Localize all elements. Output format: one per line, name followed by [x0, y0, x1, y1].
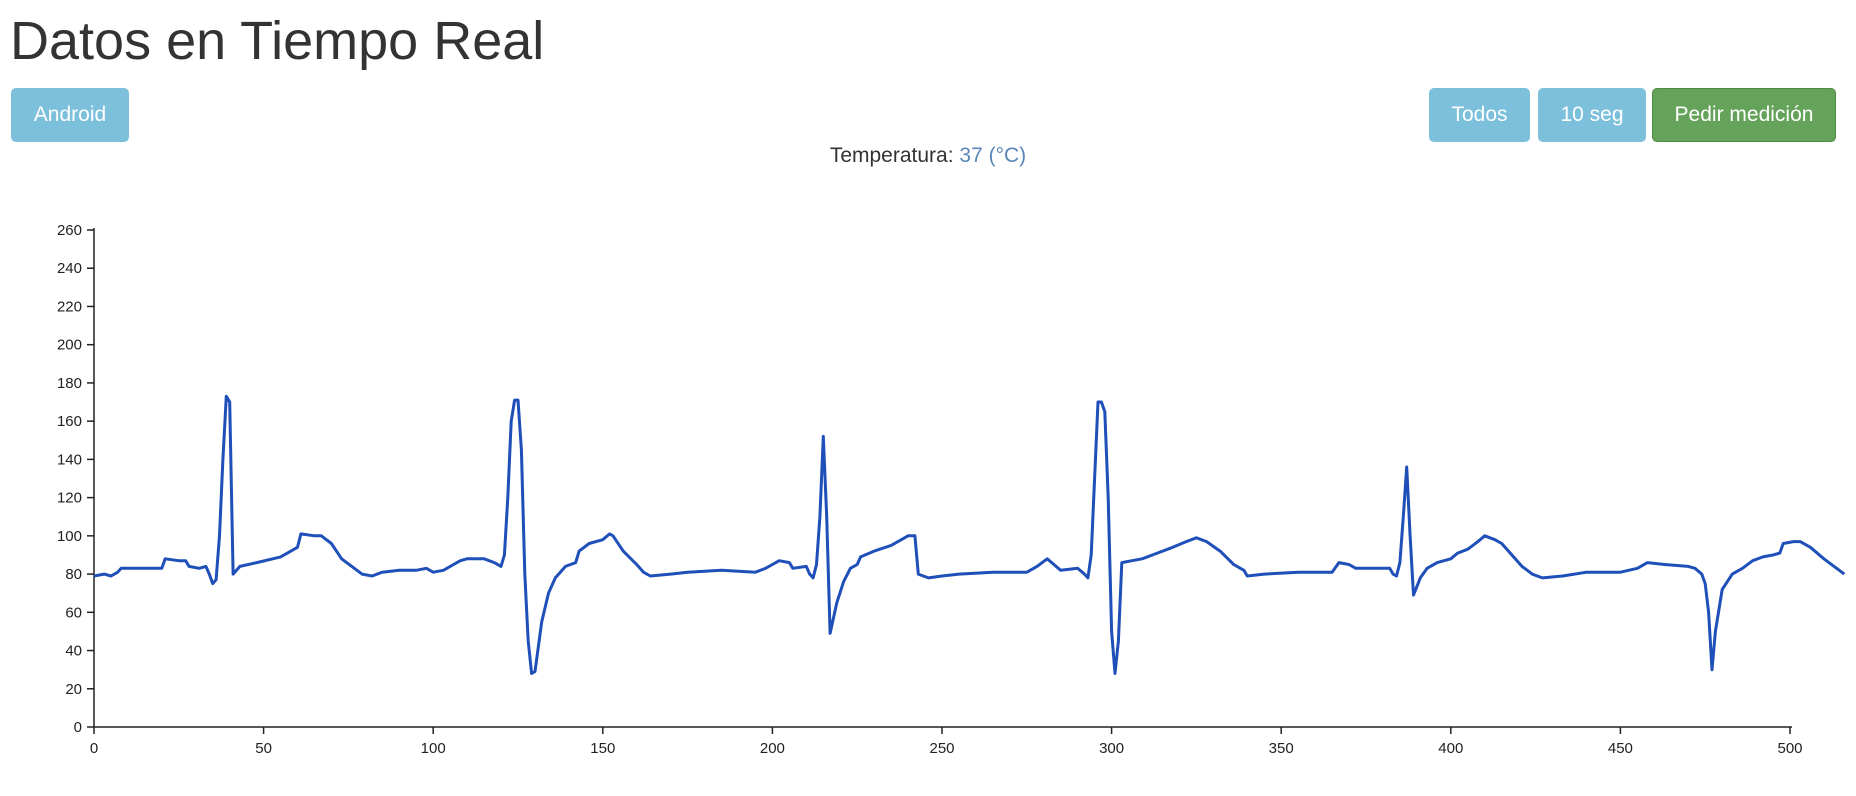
- x-tick-label: 400: [1438, 740, 1463, 757]
- temperature-value: 37 (°C): [959, 144, 1026, 167]
- y-tick-label: 80: [65, 566, 82, 583]
- y-tick-label: 220: [57, 298, 82, 315]
- todos-button[interactable]: Todos: [1429, 88, 1530, 142]
- x-axis: 0 50 100 150 200 250 300 350 400 450 500: [90, 726, 1803, 757]
- temperature-number: 37: [959, 144, 983, 167]
- ecg-series-line: [93, 394, 1846, 675]
- y-tick-label: 0: [74, 719, 82, 736]
- x-tick-label: 350: [1269, 740, 1294, 757]
- x-tick-label: 250: [929, 740, 954, 757]
- y-tick-label: 260: [57, 222, 82, 239]
- request-measurement-button[interactable]: Pedir medición: [1652, 88, 1836, 142]
- y-tick-label: 60: [65, 604, 82, 621]
- x-tick-label: 300: [1099, 740, 1124, 757]
- android-button[interactable]: Android: [11, 88, 129, 142]
- temperature-readout: Temperatura: 37 (°C): [0, 144, 1856, 168]
- temperature-unit: (°C): [988, 144, 1027, 167]
- y-tick-label: 120: [57, 490, 82, 507]
- x-tick-label: 0: [90, 740, 98, 757]
- y-tick-label: 160: [57, 413, 82, 430]
- page-title: Datos en Tiempo Real: [10, 11, 545, 71]
- x-tick-label: 500: [1777, 740, 1802, 757]
- ecg-chart: 0 20 40 60 80 100 120 140 160 180 200 220 240 260 0 50…: [57, 222, 1846, 757]
- temperature-label: Temperatura:: [829, 144, 954, 167]
- y-tick-label: 140: [57, 451, 82, 468]
- y-tick-label: 100: [57, 528, 82, 545]
- x-tick-label: 50: [255, 740, 272, 757]
- y-tick-label: 200: [57, 337, 82, 354]
- x-tick-label: 450: [1608, 740, 1633, 757]
- y-tick-label: 180: [57, 375, 82, 392]
- x-tick-label: 150: [590, 740, 615, 757]
- x-tick-label: 200: [760, 740, 785, 757]
- y-tick-label: 40: [65, 643, 82, 660]
- x-tick-label: 100: [421, 740, 446, 757]
- y-axis: 0 20 40 60 80 100 120 140 160 180 200 220 240 260: [57, 222, 95, 736]
- y-tick-label: 240: [57, 260, 82, 277]
- ten-seconds-button[interactable]: 10 seg: [1538, 88, 1646, 142]
- y-tick-label: 20: [65, 681, 82, 698]
